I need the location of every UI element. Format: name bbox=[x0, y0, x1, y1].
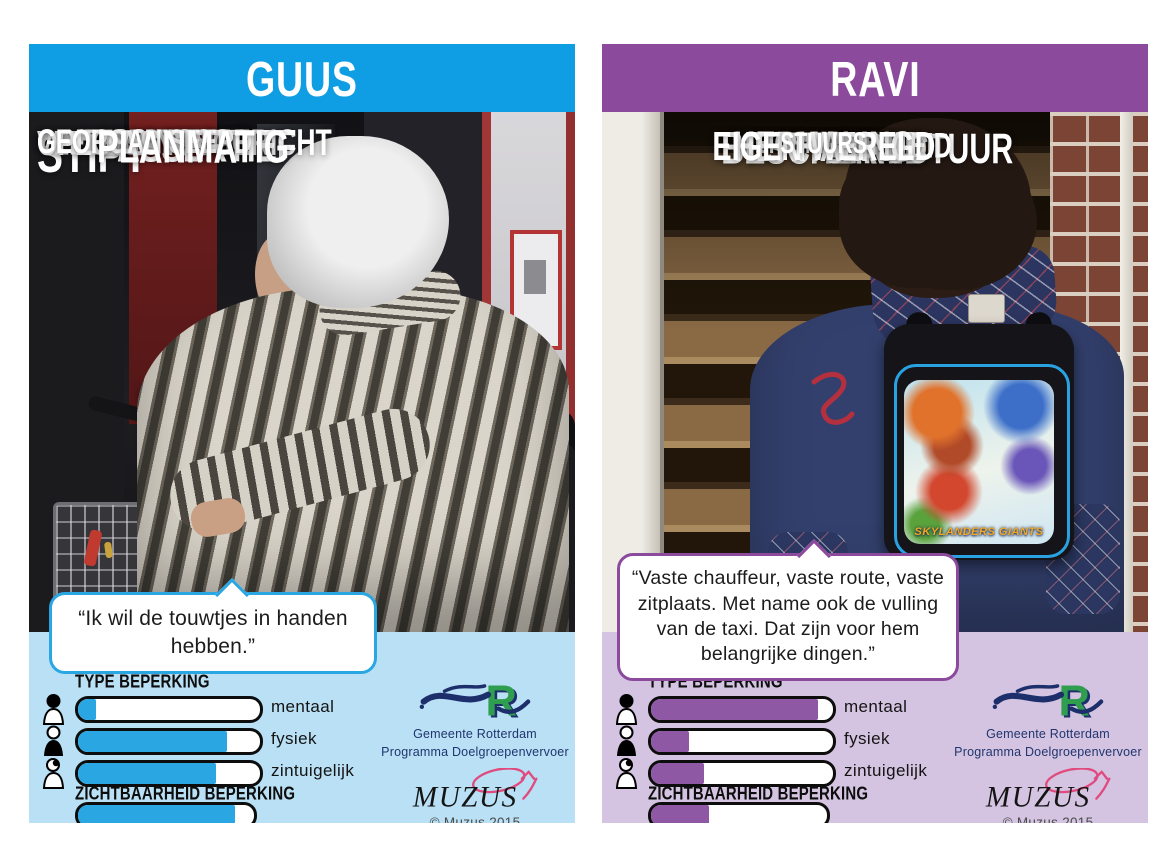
zichtbaarheid-heading: ZICHTBAARHEID BEPERKING bbox=[75, 783, 296, 804]
ravi-footer: R R Gemeente Rotterdam Programma Doelgro… bbox=[947, 672, 1148, 823]
level-bar-fysiek bbox=[75, 728, 263, 755]
type-beperking-heading: TYPE BEPERKING bbox=[75, 671, 210, 692]
program-name: Programma Doelgroepenvervoer bbox=[954, 744, 1142, 759]
ravi-info-panel: TYPE BEPERKING mentaal bbox=[602, 632, 1148, 823]
level-bar-fill bbox=[78, 805, 235, 823]
muzus-logo: MUZUS bbox=[412, 767, 538, 813]
keyword: STIPT bbox=[37, 122, 148, 185]
rotterdam-logo: R R bbox=[419, 678, 531, 726]
level-bar-zintuigelijk bbox=[75, 760, 263, 787]
person-head-filled-icon bbox=[42, 694, 65, 725]
door-frame bbox=[602, 112, 664, 632]
level-bar-zintuigelijk bbox=[648, 760, 836, 787]
svg-text:MUZUS: MUZUS bbox=[985, 781, 1091, 813]
hood-label bbox=[968, 294, 1005, 323]
level-bar-fill bbox=[78, 763, 217, 784]
guus-footer: R R Gemeente Rotterdam Programma Doelgro… bbox=[374, 672, 575, 823]
poster-picture bbox=[524, 260, 546, 294]
person-body-filled-icon bbox=[617, 725, 636, 756]
red-window-frame bbox=[482, 112, 491, 412]
persona-card-ravi: RAVI SKYLANDERS GIANTS bbox=[602, 44, 1148, 823]
keyword: BEGELEID bbox=[824, 125, 952, 166]
svg-text:R: R bbox=[485, 678, 516, 726]
person-body-filled-icon bbox=[44, 725, 63, 756]
level-bar-fysiek bbox=[648, 728, 836, 755]
curly-hair bbox=[845, 118, 1031, 282]
svg-text:R: R bbox=[1058, 678, 1089, 726]
keyword: OPLOSSINGSGERICHT bbox=[37, 122, 332, 164]
gray-hair bbox=[267, 136, 449, 308]
keyword: EIGEN WERELD bbox=[712, 123, 936, 170]
svg-text:MUZUS: MUZUS bbox=[412, 781, 518, 813]
level-label: zintuigelijk bbox=[844, 761, 928, 780]
program-name: Programma Doelgroepenvervoer bbox=[381, 744, 569, 759]
level-bar-mentaal bbox=[648, 696, 836, 723]
guus-photo: ZELFSTANDIG STIPT VEELEISEND OPLOSSINGSG… bbox=[29, 112, 575, 632]
level-label: mentaal bbox=[271, 697, 335, 716]
keyword: PLANMATIG bbox=[97, 120, 290, 173]
persona-name: GUUS bbox=[246, 50, 358, 106]
zichtbaarheid-heading: ZICHTBAARHEID BEPERKING bbox=[648, 783, 869, 804]
ravi-header: RAVI bbox=[602, 44, 1148, 112]
level-label: fysiek bbox=[844, 729, 890, 748]
ravi-quote-bubble: “Vaste chauffeur, vaste route, vaste zit… bbox=[617, 539, 959, 681]
backpack-blue-trim bbox=[894, 364, 1070, 558]
level-bar-fill bbox=[651, 699, 819, 720]
person-small-head-icon bbox=[615, 758, 638, 789]
level-bar-fill bbox=[651, 763, 704, 784]
zichtbaarheid-bar bbox=[648, 802, 830, 823]
red-embroidery bbox=[811, 371, 855, 425]
keyword: STUURS bbox=[780, 126, 868, 160]
persona-card-guus: GUUS bbox=[29, 44, 575, 823]
keyword: ZELFSTANDIG bbox=[83, 122, 251, 161]
rotterdam-logo: R R bbox=[992, 678, 1104, 726]
backpack-logo-text: SKYLANDERS GIANTS bbox=[914, 526, 1044, 538]
level-label: mentaal bbox=[844, 697, 908, 716]
quote-text: “Vaste chauffeur, vaste route, vaste zit… bbox=[631, 567, 945, 666]
keyword: HERHALING bbox=[733, 123, 915, 172]
svg-text:R: R bbox=[1061, 679, 1092, 726]
svg-text:R: R bbox=[488, 679, 519, 726]
muzus-logo: MUZUS bbox=[985, 767, 1111, 813]
guus-header: GUUS bbox=[29, 44, 575, 112]
quote-text: “Ik wil de touwtjes in handen hebben.” bbox=[78, 607, 348, 658]
level-bar-mentaal bbox=[75, 696, 263, 723]
red-frame-edge bbox=[566, 112, 575, 542]
person-small-head-icon bbox=[42, 758, 65, 789]
level-bar-fill bbox=[651, 805, 710, 823]
copyright-text: © Muzus 2015 bbox=[1002, 814, 1094, 824]
guus-quote-bubble: “Ik wil de touwtjes in handen hebben.” bbox=[49, 578, 377, 674]
backpack-graphic-panel: SKYLANDERS GIANTS bbox=[904, 380, 1054, 544]
level-bar-fill bbox=[78, 699, 97, 720]
keyword: ASSERTIEF bbox=[117, 120, 297, 172]
copyright-text: © Muzus 2015 bbox=[429, 814, 521, 824]
keyword: EIGENHEDEN bbox=[754, 126, 894, 160]
zichtbaarheid-bar bbox=[75, 802, 257, 823]
persona-name: RAVI bbox=[829, 50, 921, 106]
keyword: GEORGANISEERD bbox=[37, 122, 252, 161]
keyword: VEELEISEND bbox=[37, 123, 191, 163]
level-label: fysiek bbox=[271, 729, 317, 748]
level-bar-fill bbox=[651, 731, 690, 752]
level-label: zintuigelijk bbox=[271, 761, 355, 780]
level-bar-fill bbox=[78, 731, 228, 752]
org-name: Gemeente Rotterdam bbox=[986, 727, 1110, 741]
keyword: STRUCTUUR bbox=[824, 125, 1014, 174]
keyword: BESCHERMD bbox=[720, 122, 928, 174]
person-head-filled-icon bbox=[615, 694, 638, 725]
org-name: Gemeente Rotterdam bbox=[413, 727, 537, 741]
